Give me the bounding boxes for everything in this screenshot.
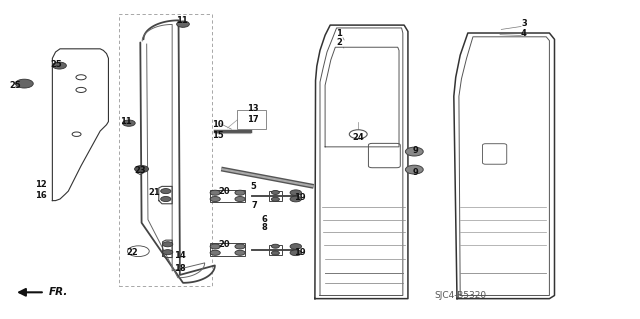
Text: 5: 5 <box>250 182 256 191</box>
Text: 19: 19 <box>294 193 305 202</box>
Text: 14: 14 <box>174 251 186 260</box>
Circle shape <box>76 87 86 93</box>
Text: 25: 25 <box>10 81 21 90</box>
Text: 22: 22 <box>126 248 138 257</box>
Text: 3: 3 <box>521 19 527 28</box>
Circle shape <box>290 250 301 256</box>
Circle shape <box>235 197 245 202</box>
Text: 25: 25 <box>51 60 62 69</box>
Circle shape <box>405 147 423 156</box>
Text: 7: 7 <box>252 201 257 210</box>
Circle shape <box>210 244 220 249</box>
Bar <box>269 244 282 255</box>
Circle shape <box>210 250 220 255</box>
Text: SJC4-B5320: SJC4-B5320 <box>435 291 487 300</box>
Bar <box>269 191 282 201</box>
Circle shape <box>235 190 245 195</box>
Text: 17: 17 <box>247 115 259 124</box>
Text: 12: 12 <box>35 180 47 189</box>
Text: 10: 10 <box>212 120 224 129</box>
Bar <box>210 243 245 256</box>
Bar <box>237 110 266 130</box>
Circle shape <box>290 244 301 249</box>
Circle shape <box>290 190 301 196</box>
Text: 23: 23 <box>134 166 146 175</box>
Text: FR.: FR. <box>49 287 68 297</box>
Circle shape <box>271 251 280 255</box>
Circle shape <box>210 190 220 195</box>
Text: 11: 11 <box>120 117 132 126</box>
Circle shape <box>177 21 189 27</box>
Text: 11: 11 <box>177 16 188 25</box>
Text: 9: 9 <box>413 168 419 177</box>
Text: 2: 2 <box>336 38 342 47</box>
Text: 8: 8 <box>262 223 268 232</box>
Text: 9: 9 <box>413 145 419 154</box>
Circle shape <box>349 130 367 139</box>
Circle shape <box>161 189 171 194</box>
Circle shape <box>163 242 173 247</box>
Text: 24: 24 <box>353 133 364 142</box>
Circle shape <box>271 197 280 201</box>
Circle shape <box>122 120 135 126</box>
Circle shape <box>235 250 245 255</box>
Text: 6: 6 <box>262 215 268 224</box>
Text: 20: 20 <box>219 241 230 249</box>
Circle shape <box>15 79 33 88</box>
Circle shape <box>210 197 220 202</box>
Text: 15: 15 <box>212 131 224 140</box>
Bar <box>119 14 212 286</box>
Circle shape <box>161 197 171 202</box>
Text: 21: 21 <box>148 188 160 197</box>
Circle shape <box>76 75 86 80</box>
Text: 20: 20 <box>219 187 230 196</box>
Circle shape <box>127 246 149 256</box>
Bar <box>210 189 245 202</box>
Circle shape <box>235 244 245 249</box>
Circle shape <box>52 62 67 69</box>
Text: 19: 19 <box>294 248 305 257</box>
Text: 13: 13 <box>247 104 259 113</box>
Circle shape <box>271 244 280 248</box>
Text: 18: 18 <box>174 264 186 273</box>
Circle shape <box>290 196 301 202</box>
Circle shape <box>163 250 173 255</box>
Circle shape <box>134 166 148 173</box>
Circle shape <box>72 132 81 137</box>
Circle shape <box>131 248 146 255</box>
Circle shape <box>271 190 280 195</box>
Text: 1: 1 <box>336 28 342 38</box>
Text: 4: 4 <box>521 28 527 38</box>
Circle shape <box>405 165 423 174</box>
Text: 16: 16 <box>35 191 47 200</box>
